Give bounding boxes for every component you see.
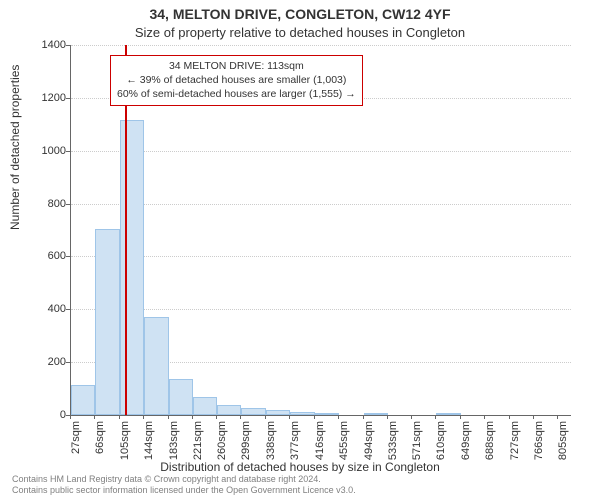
x-tick-label: 494sqm bbox=[363, 421, 375, 481]
x-tick-label: 455sqm bbox=[338, 421, 350, 481]
x-tick-label: 338sqm bbox=[265, 421, 277, 481]
gridline bbox=[71, 256, 571, 257]
y-tick-label: 400 bbox=[6, 303, 66, 315]
x-tick-mark bbox=[338, 415, 339, 419]
page-title: 34, MELTON DRIVE, CONGLETON, CW12 4YF bbox=[0, 6, 600, 22]
annotation-line-1: 34 MELTON DRIVE: 113sqm bbox=[117, 59, 356, 73]
histogram-bar bbox=[217, 405, 241, 415]
footer-line-1: Contains HM Land Registry data © Crown c… bbox=[12, 474, 356, 485]
annotation-line-3: 60% of semi-detached houses are larger (… bbox=[117, 87, 356, 101]
histogram-bar bbox=[290, 412, 314, 415]
annotation-box: 34 MELTON DRIVE: 113sqm ← 39% of detache… bbox=[110, 55, 363, 106]
y-tick-mark bbox=[66, 45, 70, 46]
x-tick-label: 221sqm bbox=[192, 421, 204, 481]
x-tick-mark bbox=[411, 415, 412, 419]
x-tick-label: 377sqm bbox=[289, 421, 301, 481]
x-tick-label: 571sqm bbox=[411, 421, 423, 481]
x-tick-label: 299sqm bbox=[240, 421, 252, 481]
x-tick-label: 688sqm bbox=[484, 421, 496, 481]
x-tick-label: 27sqm bbox=[70, 421, 82, 481]
x-tick-mark bbox=[265, 415, 266, 419]
histogram-bar bbox=[266, 410, 290, 415]
x-tick-mark bbox=[533, 415, 534, 419]
x-tick-label: 416sqm bbox=[314, 421, 326, 481]
gridline bbox=[71, 151, 571, 152]
x-tick-mark bbox=[289, 415, 290, 419]
x-tick-mark bbox=[94, 415, 95, 419]
histogram-bar bbox=[241, 408, 265, 415]
page-subtitle: Size of property relative to detached ho… bbox=[0, 25, 600, 40]
y-tick-label: 1400 bbox=[6, 39, 66, 51]
histogram-bar bbox=[95, 229, 119, 415]
y-tick-mark bbox=[66, 151, 70, 152]
y-tick-label: 0 bbox=[6, 409, 66, 421]
x-tick-mark bbox=[363, 415, 364, 419]
y-tick-label: 200 bbox=[6, 356, 66, 368]
x-tick-label: 649sqm bbox=[460, 421, 472, 481]
y-tick-mark bbox=[66, 362, 70, 363]
gridline bbox=[71, 204, 571, 205]
x-tick-mark bbox=[387, 415, 388, 419]
histogram-bar bbox=[364, 413, 388, 415]
y-tick-mark bbox=[66, 98, 70, 99]
x-tick-label: 105sqm bbox=[119, 421, 131, 481]
gridline bbox=[71, 309, 571, 310]
x-tick-label: 766sqm bbox=[533, 421, 545, 481]
annotation-line-2: ← 39% of detached houses are smaller (1,… bbox=[117, 73, 356, 87]
x-tick-label: 260sqm bbox=[216, 421, 228, 481]
y-tick-mark bbox=[66, 204, 70, 205]
y-tick-label: 1000 bbox=[6, 145, 66, 157]
x-tick-mark bbox=[484, 415, 485, 419]
y-tick-mark bbox=[66, 309, 70, 310]
x-tick-label: 533sqm bbox=[387, 421, 399, 481]
x-tick-mark bbox=[240, 415, 241, 419]
footer-line-2: Contains public sector information licen… bbox=[12, 485, 356, 496]
x-tick-mark bbox=[70, 415, 71, 419]
histogram-bar bbox=[315, 413, 339, 415]
x-tick-label: 610sqm bbox=[435, 421, 447, 481]
chart-page: { "header": { "title": "34, MELTON DRIVE… bbox=[0, 0, 600, 500]
x-tick-mark bbox=[192, 415, 193, 419]
x-tick-label: 66sqm bbox=[94, 421, 106, 481]
histogram-bar bbox=[193, 397, 217, 416]
y-tick-label: 600 bbox=[6, 250, 66, 262]
x-tick-mark bbox=[460, 415, 461, 419]
footer: Contains HM Land Registry data © Crown c… bbox=[12, 474, 356, 497]
histogram-bar bbox=[71, 385, 95, 415]
histogram-bar bbox=[144, 317, 168, 415]
y-tick-label: 800 bbox=[6, 198, 66, 210]
x-tick-label: 727sqm bbox=[509, 421, 521, 481]
x-tick-mark bbox=[435, 415, 436, 419]
x-tick-label: 183sqm bbox=[168, 421, 180, 481]
histogram-bar bbox=[120, 120, 144, 415]
x-tick-mark bbox=[216, 415, 217, 419]
y-tick-mark bbox=[66, 256, 70, 257]
x-tick-mark bbox=[119, 415, 120, 419]
x-tick-label: 144sqm bbox=[143, 421, 155, 481]
x-tick-mark bbox=[314, 415, 315, 419]
x-tick-mark bbox=[509, 415, 510, 419]
x-tick-mark bbox=[168, 415, 169, 419]
gridline bbox=[71, 45, 571, 46]
histogram-bar bbox=[169, 379, 193, 415]
x-tick-label: 805sqm bbox=[557, 421, 569, 481]
x-tick-mark bbox=[143, 415, 144, 419]
histogram-bar bbox=[436, 413, 460, 415]
x-tick-mark bbox=[557, 415, 558, 419]
y-tick-label: 1200 bbox=[6, 92, 66, 104]
